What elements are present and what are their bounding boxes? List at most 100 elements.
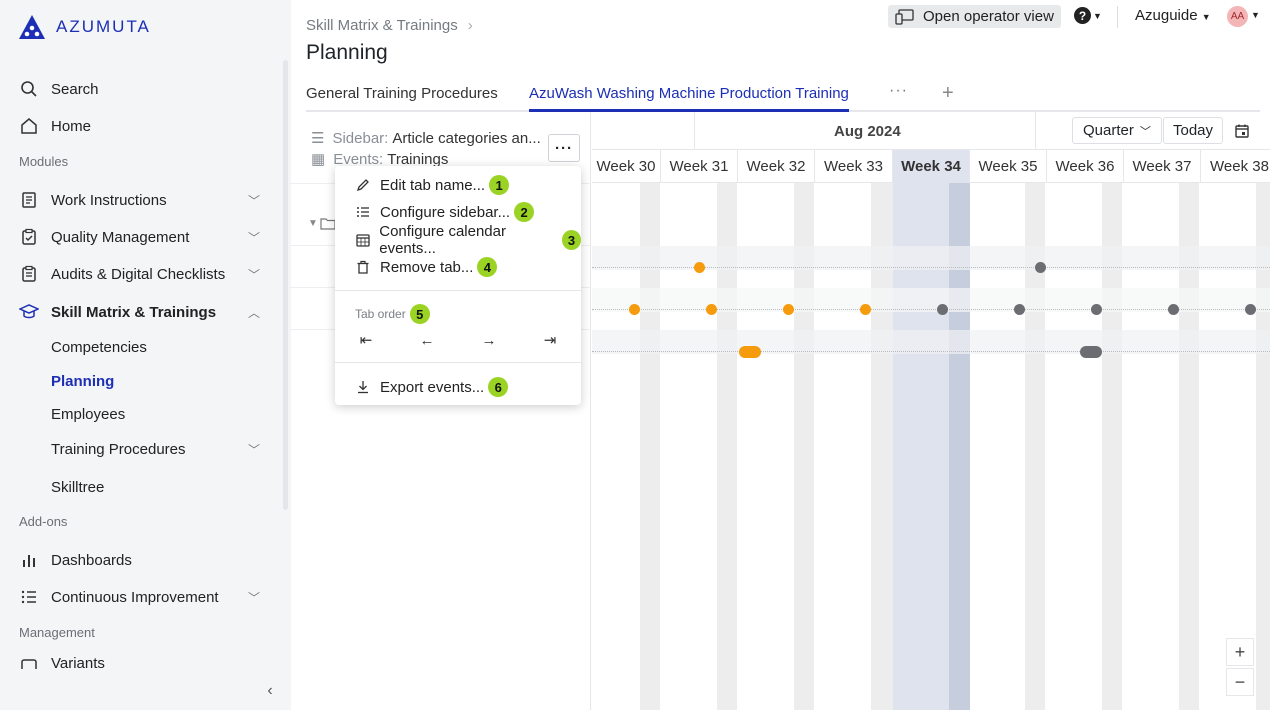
section-label-addons: Add-ons [19,514,68,529]
logo-text: AZUMUTA [56,17,151,36]
breadcrumb-link[interactable]: Skill Matrix & Trainings [306,17,458,34]
sidebar-item-work-instructions[interactable]: Work Instructions ﹀ [18,185,263,215]
menu-item-label: Edit tab name... [380,176,486,194]
month-divider [1035,112,1036,150]
sidebar-subitem-planning[interactable]: Planning [51,367,263,395]
sidebar-config-value: Article categories an... [392,129,541,147]
events-config-key: Events: [333,150,384,168]
move-tab-last-icon[interactable]: ⇥ [543,332,557,349]
chevron-down-icon[interactable]: ﹀ [247,442,260,457]
week-header: Week 38 [1210,158,1269,175]
training-event[interactable] [860,304,871,315]
document-icon [18,189,40,211]
move-tab-right-icon[interactable]: → [481,331,497,349]
tab-general-training-procedures[interactable]: General Training Procedures [306,85,498,102]
training-event[interactable] [739,346,761,358]
zoom-out-button[interactable]: − [1226,668,1254,696]
menu-item-label: Configure calendar events... [379,223,506,257]
sidebar-subitem-skilltree[interactable]: Skilltree [51,473,263,501]
calendar-icon [1234,124,1249,138]
training-event[interactable] [1091,304,1102,315]
more-tabs-icon[interactable]: ··· [889,82,908,99]
training-event[interactable] [1014,304,1025,315]
sidebar-item-audits[interactable]: Audits & Digital Checklists ﹀ [18,259,263,289]
current-week-weekend [949,183,970,710]
week-header: Week 31 [661,150,738,183]
today-button[interactable]: Today [1163,117,1224,144]
training-event[interactable] [1035,262,1046,273]
sidebar-subitem-label: Employees [51,405,126,423]
caret-down-icon[interactable]: ▼ [1251,10,1260,20]
view-range-select[interactable]: Quarter ﹀ [1072,117,1162,144]
open-operator-view-button[interactable]: Open operator view [888,5,1061,28]
sidebar-item-label: Variants [51,655,105,669]
training-event[interactable] [1080,346,1102,358]
menu-item-configure-sidebar[interactable]: Configure sidebar... 2 [335,199,581,225]
step-badge: 1 [489,175,510,195]
week-header-current: Week 34 [893,150,970,183]
sidebar-scrollbar[interactable] [283,60,288,510]
sidebar-item-search[interactable]: Search [18,74,263,104]
month-divider [694,112,695,150]
sidebar-subitem-employees[interactable]: Employees [51,400,263,428]
timeline-guide [592,351,1270,352]
chevron-down-icon[interactable]: ﹀ [247,267,260,282]
page-title: Planning [306,41,388,64]
menu-divider [335,362,581,363]
add-tab-icon[interactable]: + [942,82,954,104]
avatar[interactable]: AA [1227,6,1248,27]
section-label-modules: Modules [19,154,69,169]
sidebar-item-dashboards[interactable]: Dashboards [18,545,263,575]
sidebar-subitem-competencies[interactable]: Competencies [51,333,263,361]
chevron-down-icon[interactable]: ﹀ [247,193,260,208]
weekend-column [871,183,893,710]
training-event[interactable] [706,304,717,315]
sidebar-item-skill-matrix[interactable]: Skill Matrix & Trainings ︿ [18,297,263,327]
expand-caret-icon[interactable]: ▼ [308,218,318,229]
tab-options-menu: Edit tab name... 1 Configure sidebar... … [335,166,581,405]
move-tab-left-icon[interactable]: ← [419,331,435,349]
menu-item-export-events[interactable]: Export events... 6 [335,374,581,400]
events-config-value: Trainings [387,150,449,168]
menu-item-edit-tab-name[interactable]: Edit tab name... 1 [335,172,581,198]
sidebar-item-home[interactable]: Home [18,111,263,141]
graduation-cap-icon [18,301,40,323]
chevron-down-icon[interactable]: ﹀ [247,590,260,605]
step-badge: 5 [409,304,430,324]
sidebar-item-label: Home [51,117,92,135]
sidebar-item-continuous-improvement[interactable]: Continuous Improvement ﹀ [18,582,263,612]
training-event[interactable] [1168,304,1179,315]
training-event[interactable] [694,262,705,273]
calendar-icon [355,232,370,248]
training-event[interactable] [937,304,948,315]
sidebar-subitem-label: Planning [51,372,115,390]
calendar-timeline[interactable]: Aug 2024 Quarter ﹀ Today Week 30 Week 31… [592,112,1270,710]
trash-icon [355,259,371,275]
sidebar-item-label: Work Instructions [51,191,167,209]
menu-divider [335,290,581,291]
sidebar-item-variants[interactable]: Variants [18,655,263,669]
collapse-sidebar-icon[interactable]: ‹ [267,682,273,699]
sidebar-item-quality-management[interactable]: Quality Management ﹀ [18,222,263,252]
sidebar-subitem-training-procedures[interactable]: Training Procedures ﹀ [51,435,263,463]
logo[interactable]: AZUMUTA [18,14,151,40]
caret-down-icon: ▼ [1093,10,1102,21]
help-button[interactable]: ? ▼ [1074,7,1102,24]
step-badge: 4 [477,257,498,277]
workspace-selector[interactable]: Azuguide ▼ [1135,7,1211,24]
menu-item-configure-calendar-events[interactable]: Configure calendar events... 3 [335,223,581,257]
chevron-up-icon[interactable]: ︿ [247,305,260,320]
training-event[interactable] [783,304,794,315]
list-check-icon [18,586,40,608]
sidebar-item-label: Skill Matrix & Trainings [51,303,217,321]
bar-chart-icon [18,549,40,571]
zoom-in-button[interactable]: + [1226,638,1254,666]
tab-azuwash-training[interactable]: AzuWash Washing Machine Production Train… [529,85,849,112]
training-event[interactable] [629,304,640,315]
training-event[interactable] [1245,304,1256,315]
date-picker-button[interactable] [1228,117,1255,144]
menu-item-remove-tab[interactable]: Remove tab... 4 [335,254,581,280]
tab-options-button[interactable]: ··· [548,134,580,162]
chevron-down-icon[interactable]: ﹀ [247,230,260,245]
move-tab-first-icon[interactable]: ⇤ [359,332,373,349]
